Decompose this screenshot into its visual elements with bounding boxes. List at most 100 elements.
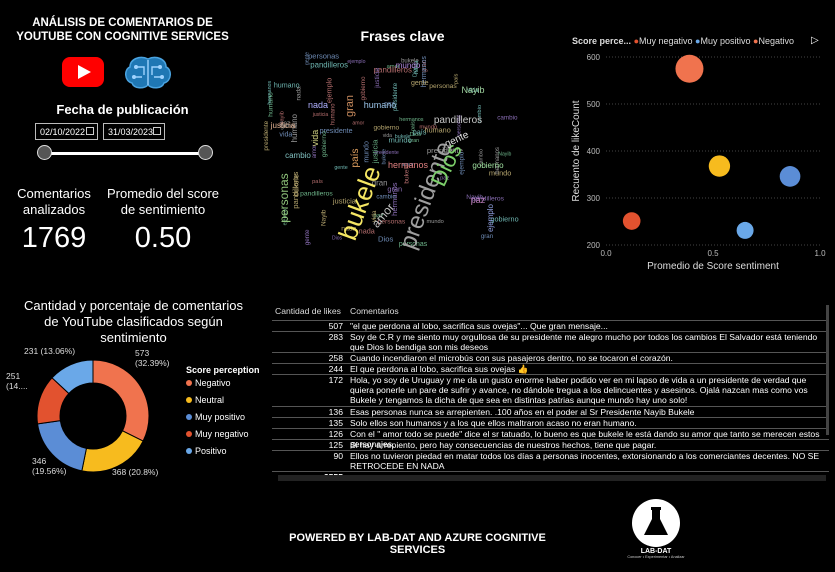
- y-axis-label: Recuento de likeCount: [571, 100, 582, 201]
- table-row[interactable]: 136 Esas personas nunca se arrepienten. .…: [272, 406, 829, 417]
- wordcloud-filler-word: país: [312, 179, 323, 185]
- wordcloud-filler-word: presidente: [393, 82, 399, 111]
- table-row[interactable]: 258 Cuando incendiaron el microbús con su…: [272, 352, 829, 363]
- col-likes-header[interactable]: Cantidad de likes: [275, 306, 341, 316]
- legend-item-negativo[interactable]: Negativo: [186, 378, 231, 389]
- wordcloud-filler-word: humano: [274, 81, 300, 89]
- table-header: Cantidad de likes Comentarios: [272, 306, 829, 318]
- wordcloud-filler-word: personas: [429, 83, 457, 90]
- wordcloud-filler-word: gran: [421, 59, 428, 72]
- table-row[interactable]: 172 Hola, yo soy de Uruguay y me da un gu…: [272, 374, 829, 406]
- wordcloud-word[interactable]: vida: [310, 130, 320, 147]
- x-tick-label: 0.0: [600, 249, 612, 258]
- comment-cell: Cuando incendiaron el microbús con sus p…: [350, 353, 673, 363]
- scatter-point-muy-negativo[interactable]: [622, 212, 641, 230]
- wordcloud-word[interactable]: justicia: [270, 121, 296, 130]
- table-row[interactable]: 283 Soy de C.R y me siento muy orgullosa …: [272, 331, 829, 352]
- wordcloud-filler-word: ejemplo: [283, 207, 289, 225]
- donut-slice-neutral[interactable]: [81, 430, 144, 473]
- wordcloud-word[interactable]: cambio: [285, 151, 311, 160]
- wordcloud-word[interactable]: personas: [277, 173, 291, 222]
- wordcloud-word[interactable]: humano: [364, 100, 397, 110]
- wordcloud-filler-word: personas: [308, 52, 339, 61]
- col-comments-header[interactable]: Comentarios: [350, 306, 399, 316]
- vertical-scrollbar[interactable]: [826, 305, 829, 435]
- wordcloud-word[interactable]: gran: [344, 95, 356, 117]
- legend-item-muy-negativo[interactable]: Muy negativo: [186, 429, 249, 440]
- wordcloud-word[interactable]: Nayib: [461, 85, 484, 95]
- wordcloud-filler-word: mundo: [419, 124, 438, 130]
- comment-cell: El que perdona al lobo, sacrifica sus ov…: [350, 364, 529, 374]
- wordcloud-filler-word: paz: [373, 212, 383, 219]
- calendar-icon[interactable]: [86, 127, 94, 135]
- donut-slice-negativo[interactable]: [92, 359, 150, 442]
- table-row[interactable]: 244 El que perdona al lobo, sacrifica sus…: [272, 363, 829, 374]
- wordcloud-word[interactable]: hermanos: [388, 160, 429, 170]
- wordcloud-filler-word: personas: [399, 241, 428, 248]
- scatter-point-negativo[interactable]: [675, 54, 704, 83]
- wordcloud-filler-word: humano: [268, 92, 275, 117]
- wordcloud-word[interactable]: pandilleros: [434, 115, 482, 126]
- wordcloud-word[interactable]: país: [350, 149, 361, 168]
- wordcloud-word[interactable]: ejemplo: [486, 203, 495, 232]
- y-tick-label: 200: [587, 241, 601, 250]
- wordcloud-filler-word: amor: [402, 162, 414, 168]
- table-row[interactable]: 125 Si hay arrepiento, pero hay consecuen…: [272, 439, 829, 450]
- comment-cell: Esas personas nunca se arrepienten. .100…: [350, 407, 695, 417]
- slider-end-handle[interactable]: [198, 145, 213, 160]
- donut-chart[interactable]: [0, 340, 186, 490]
- wordcloud-filler-word: hermanos: [495, 147, 501, 174]
- slider-start-handle[interactable]: [37, 145, 52, 160]
- wordcloud-filler-word: humano: [425, 125, 451, 134]
- likes-cell: 90: [333, 451, 343, 461]
- wordcloud-filler-word: humano: [290, 113, 299, 142]
- calendar-icon[interactable]: [153, 127, 161, 135]
- wordcloud-filler-word: Nayib: [466, 194, 483, 201]
- legend-item-muy-positivo[interactable]: Muy positivo: [186, 412, 245, 423]
- wordcloud-word[interactable]: mundo: [396, 61, 421, 70]
- wordcloud-filler-word: gobierno: [321, 131, 328, 157]
- wordcloud-filler-word: hermanos: [390, 182, 399, 216]
- start-date-input[interactable]: 02/10/2022: [35, 123, 98, 140]
- wordcloud-filler-word: nada: [413, 60, 420, 74]
- table-row[interactable]: 135 Solo ellos son humanos y a los que el…: [272, 417, 829, 428]
- likes-cell: 283: [328, 332, 343, 342]
- comments-table[interactable]: Cantidad de likes Comentarios 507 "el que…: [272, 303, 829, 482]
- comment-cell: Si hay arrepiento, pero hay consecuencia…: [350, 440, 657, 450]
- likes-cell: 258: [328, 353, 343, 363]
- wordcloud-word[interactable]: nada: [308, 100, 328, 110]
- wordcloud-filler-word: Nayib: [498, 152, 511, 158]
- scatter-point-positivo[interactable]: [736, 221, 754, 239]
- wordcloud-filler-word: justicia: [374, 68, 381, 89]
- wordcloud-word[interactable]: paz: [471, 195, 486, 205]
- table-row[interactable]: 126 Con el " amor todo se puede" dice el …: [272, 428, 829, 449]
- wordcloud-filler-word: amor: [352, 121, 364, 127]
- scatter-chart[interactable]: 200 300 400 500 600 0.0 0.5 1.0 Promedio de Scor…: [568, 50, 830, 275]
- likes-cell: 125: [328, 440, 343, 450]
- comment-cell: Soy de C.R y me siento muy orgullosa de …: [350, 332, 820, 352]
- labdat-logo: [632, 499, 680, 547]
- comment-cell: "el que perdona al lobo, sacrifica sus o…: [350, 321, 608, 331]
- scatter-point-neutral[interactable]: [708, 155, 731, 177]
- wordcloud-filler-word: justicia: [370, 139, 379, 164]
- chevron-right-icon[interactable]: ▷: [811, 35, 819, 46]
- wordcloud-word[interactable]: gobierno: [472, 161, 504, 170]
- wordcloud-filler-word: pandilleros: [291, 171, 300, 208]
- wordcloud-filler-word: justicia: [312, 112, 329, 118]
- scatter-point-muy-positivo[interactable]: [779, 166, 801, 187]
- legend-item-positivo[interactable]: Positivo: [186, 446, 227, 457]
- wordcloud-filler-word: ejemplo: [347, 59, 365, 65]
- legend-item-neutral[interactable]: Neutral: [186, 395, 224, 406]
- horizontal-scrollbar[interactable]: [278, 475, 826, 481]
- likes-cell: 136: [328, 407, 343, 417]
- date-range-slider[interactable]: [44, 152, 206, 155]
- wordcloud[interactable]: bukelepresidenteDiosgranpersonaspandille…: [258, 48, 520, 253]
- end-date-input[interactable]: 31/03/2023: [103, 123, 165, 140]
- wordcloud-filler-word: gobierno: [373, 125, 399, 132]
- wordcloud-filler-word: bukele: [292, 174, 301, 196]
- table-row[interactable]: 507 "el que perdona al lobo, sacrifica su…: [272, 320, 829, 331]
- table-row[interactable]: 90 Ellos no tuvieron piedad en matar todo…: [272, 450, 829, 471]
- donut-slice-positivo[interactable]: [51, 359, 94, 395]
- wordcloud-filler-word: país: [413, 127, 427, 136]
- wordcloud-filler-word: amor: [387, 64, 400, 70]
